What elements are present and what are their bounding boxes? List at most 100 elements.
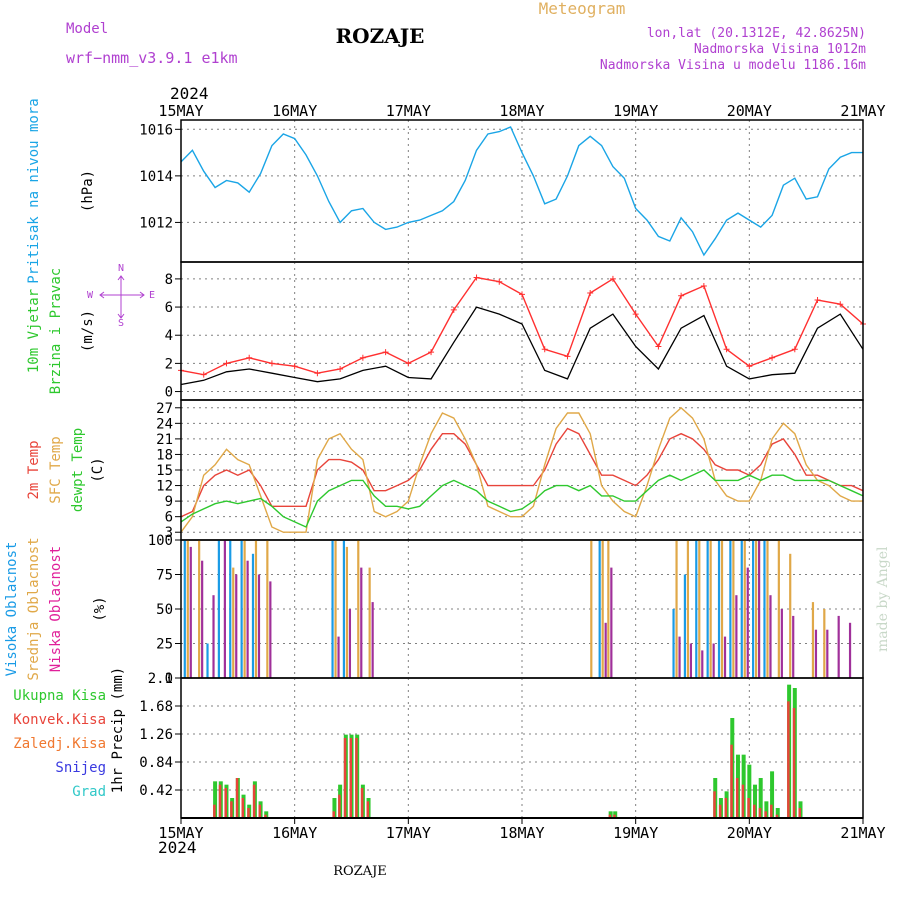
y-tick-label: 25: [156, 637, 173, 653]
cloud-bar-mid: [243, 540, 246, 678]
cloud-bar-low: [371, 602, 374, 678]
precip-bar-convective: [332, 811, 335, 818]
cloud-bar-low: [348, 609, 352, 678]
y-tick-label: 6: [165, 510, 173, 526]
precip-legend-item: Zaledj.Kisa: [13, 736, 106, 752]
y-axis-label: Srednja Oblacnost: [26, 537, 42, 680]
y-tick-label: 2.1: [148, 671, 173, 687]
x-tick-label-top: 17MAY: [386, 102, 431, 120]
y-tick-label: 9: [165, 494, 173, 510]
cloud-bar-low: [235, 574, 238, 678]
precip-bar-convective: [343, 738, 347, 818]
compass-north: N: [118, 263, 124, 274]
gust-point: [791, 346, 798, 353]
model-label: Model: [66, 21, 108, 37]
y-tick-label: 0.42: [139, 783, 173, 799]
y-tick-label: 21: [156, 432, 173, 448]
precip-bar-total: [775, 808, 780, 818]
y-tick-label: 100: [148, 533, 173, 549]
panel-pressure: 1012 1014 1016: [139, 119, 864, 263]
cloud-bar-low: [792, 615, 795, 678]
cloud-bar-mid: [368, 567, 371, 678]
gust-point: [837, 301, 844, 308]
cloud-bar-mid: [686, 540, 690, 678]
cloud-bar-high: [331, 540, 334, 678]
cloud-bar-mid: [823, 609, 826, 678]
gust-point: [291, 363, 298, 370]
precip-bar-convective: [758, 808, 762, 818]
cloud-bar-low: [360, 567, 363, 678]
precip-legend-item: Grad: [72, 784, 106, 800]
y-tick-label: 27: [156, 401, 173, 417]
y-tick-label: 1.26: [139, 727, 173, 743]
x-tick-label-top: 21MAY: [840, 102, 885, 120]
x-tick-label-bottom: 20MAY: [727, 824, 772, 842]
gust-point: [655, 343, 662, 350]
cloud-bar-mid: [590, 540, 593, 678]
gust-point: [700, 282, 707, 289]
gust-point: [746, 363, 753, 370]
wind-compass-icon: N E S W: [87, 263, 155, 329]
series-dewpt: [180, 469, 864, 528]
y-tick-label: 15: [156, 463, 173, 479]
lonlat-label: lon,lat (20.1312E, 42.8625N): [647, 26, 866, 41]
cloud-bar-mid: [357, 540, 360, 678]
precip-bar-total: [613, 811, 618, 818]
y-tick-label: 1014: [139, 169, 173, 185]
cloud-bar-high: [729, 540, 732, 678]
cloud-bar-mid: [755, 540, 758, 678]
cloud-bar-mid: [789, 553, 792, 678]
cloud-bar-high: [740, 540, 743, 678]
cloud-bar-mid: [266, 540, 269, 678]
year-bottom: 2024: [158, 838, 197, 857]
cloud-bar-high: [229, 540, 232, 678]
precip-bar-convective: [241, 798, 245, 818]
precip-bar-convective: [730, 744, 733, 818]
cloud-bar-mid: [334, 540, 337, 678]
cloud-bar-mid: [743, 540, 746, 678]
cloud-bar-high: [706, 540, 709, 678]
y-tick-label: 24: [156, 416, 173, 432]
panel-precip: 0.42 0.84 1.26 1.68 2.1: [139, 671, 864, 819]
precip-bar-convective: [213, 804, 216, 818]
precip-bar-convective: [613, 814, 616, 818]
precip-bar-convective: [360, 788, 364, 818]
y-axis-label: (C): [90, 457, 106, 482]
cloud-bar-low: [758, 540, 761, 678]
cloud-bar-low: [723, 636, 727, 678]
x-tick-label-top: 15MAY: [158, 102, 203, 120]
y-tick-label: 1.68: [139, 699, 173, 715]
gust-point: [519, 291, 525, 298]
y-tick-label: 2: [165, 356, 173, 372]
y-tick-label: 12: [156, 479, 173, 495]
precip-bar-convective: [741, 784, 745, 818]
series-sfctemp: [180, 406, 863, 533]
cloud-bar-mid: [345, 546, 349, 678]
compass-arrows: [99, 275, 145, 319]
precip-bar-convective: [787, 701, 790, 818]
gust-point: [314, 370, 321, 377]
precip-bar-convective: [724, 798, 728, 818]
precip-bar-convective: [355, 738, 358, 818]
cloud-bar-low: [212, 595, 215, 678]
precip-bar-convective: [753, 804, 756, 818]
y-tick-label: 8: [165, 272, 173, 288]
y-axis-label: SFC Temp: [48, 436, 64, 503]
compass-east: E: [149, 290, 155, 301]
gust-point: [496, 278, 503, 285]
precip-bar-convective: [770, 804, 773, 818]
cloud-bar-low: [837, 615, 840, 678]
gust-point: [337, 366, 344, 373]
gust-point: [223, 360, 230, 367]
model-name: wrf−nmm_v3.9.1 e1km: [66, 49, 238, 67]
precip-bar-total: [758, 778, 763, 818]
precip-bar-convective: [798, 808, 801, 818]
meteogram-label: Meteogram: [539, 0, 626, 18]
gust-point: [723, 346, 730, 353]
cloud-bar-low: [678, 636, 681, 678]
cloud-bar-low: [189, 546, 192, 678]
cloud-bar-mid: [709, 540, 712, 678]
cloud-bar-low: [814, 629, 818, 678]
precip-bar-convective: [224, 788, 227, 818]
y-axis-label: 10m Vjetar: [26, 289, 42, 373]
